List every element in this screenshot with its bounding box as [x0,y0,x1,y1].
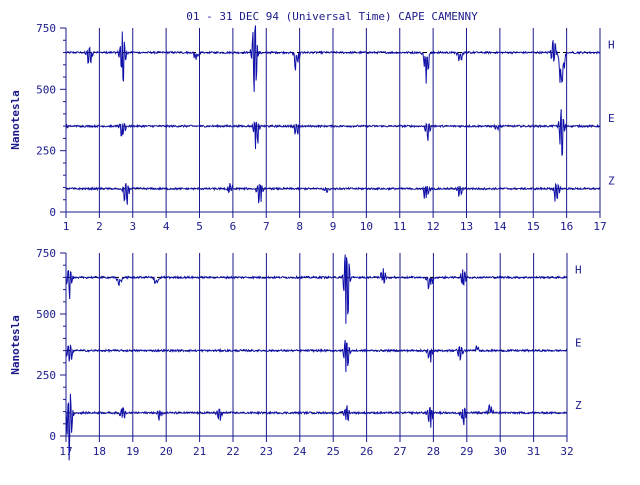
trace-e [65,109,601,156]
y-tick-label: 750 [36,247,56,260]
series-label-e: E [575,337,582,350]
trace-h [65,254,568,324]
chart-title: 01 - 31 DEC 94 (Universal Time) CAPE CAM… [186,10,478,23]
x-tick-label: 28 [427,445,440,458]
x-tick-label: 32 [560,445,573,458]
x-tick-label: 6 [230,220,237,233]
x-tick-label: 25 [327,445,340,458]
trace-h [65,25,601,92]
x-tick-label: 2 [96,220,103,233]
y-tick-label: 500 [36,308,56,321]
x-tick-label: 3 [129,220,136,233]
x-tick-label: 14 [493,220,507,233]
x-tick-label: 31 [527,445,540,458]
x-tick-label: 17 [593,220,606,233]
series-label-h: H [575,263,582,276]
x-tick-label: 24 [293,445,307,458]
x-tick-label: 23 [260,445,273,458]
x-tick-label: 7 [263,220,270,233]
x-tick-label: 30 [494,445,507,458]
y-tick-label: 0 [49,430,56,443]
x-tick-label: 8 [296,220,303,233]
x-tick-label: 18 [93,445,106,458]
x-tick-label: 22 [226,445,239,458]
x-tick-label: 13 [460,220,473,233]
y-axis-title: Nanotesla [9,315,22,375]
trace-z [65,182,600,205]
y-tick-label: 750 [36,22,56,35]
y-tick-label: 250 [36,369,56,382]
y-axis-title: Nanotesla [9,90,22,150]
series-label-e: E [608,112,615,125]
y-tick-label: 500 [36,83,56,96]
x-tick-label: 1 [63,220,70,233]
x-tick-label: 10 [360,220,373,233]
x-tick-label: 27 [393,445,406,458]
x-tick-label: 20 [160,445,173,458]
x-tick-label: 11 [393,220,406,233]
y-tick-label: 0 [49,206,56,219]
x-tick-label: 16 [560,220,573,233]
x-tick-label: 12 [427,220,440,233]
x-tick-label: 21 [193,445,206,458]
series-label-h: H [608,39,615,52]
trace-e [65,339,568,373]
x-tick-label: 17 [59,445,72,458]
series-label-z: Z [608,175,615,188]
x-tick-label: 4 [163,220,170,233]
x-tick-label: 5 [196,220,203,233]
x-tick-label: 29 [460,445,473,458]
x-tick-label: 19 [126,445,139,458]
x-tick-label: 15 [527,220,540,233]
trace-z [65,393,568,461]
series-label-z: Z [575,399,582,412]
x-tick-label: 9 [330,220,337,233]
y-tick-label: 250 [36,145,56,158]
x-tick-label: 26 [360,445,373,458]
